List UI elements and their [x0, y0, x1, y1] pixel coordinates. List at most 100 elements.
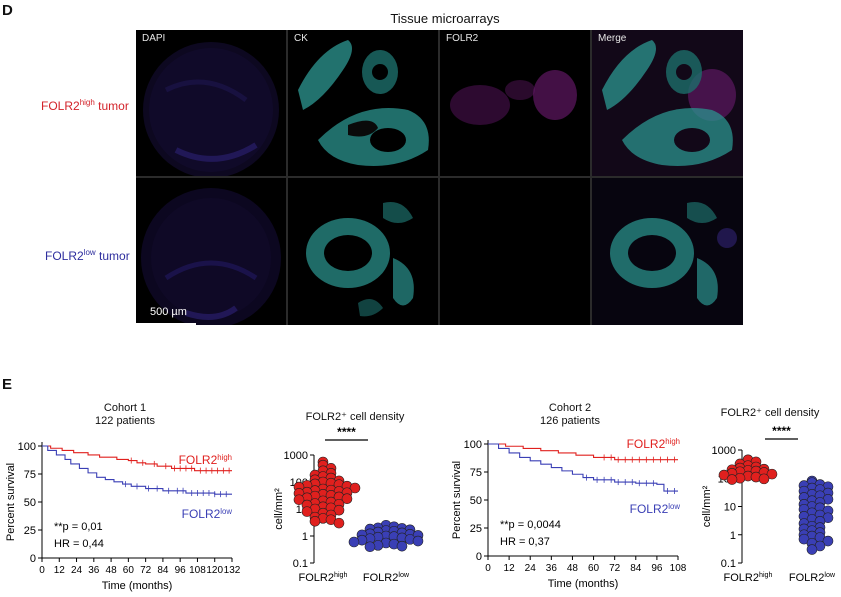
legend-high: FOLR2high [179, 453, 232, 467]
scale-bar-label: 500 µm [150, 306, 187, 318]
y-tick-label: 75 [24, 469, 36, 481]
category-label-0-main: FOLR2 [724, 572, 759, 584]
cohort1-title: Cohort 1 [103, 402, 147, 414]
tile-high-merge: Merge [592, 30, 743, 176]
legend-high-sup: high [665, 437, 680, 446]
x-tick-label: 120 [206, 565, 223, 576]
km-plot-cohort1: 0 25 50 75 100 0 12 24 36 48 60 72 84 96 108 120 132 Time… [5, 441, 241, 592]
x-axis-label: Time (months) [548, 578, 619, 590]
y-tick-label: 100 [18, 441, 36, 453]
annotation-0: **p = 0,01 [54, 521, 103, 533]
annotation-0: **p = 0,0044 [500, 519, 561, 531]
category-label-1-sup: low [398, 571, 410, 579]
tile-low-folr2 [440, 178, 590, 325]
x-tick-label: 108 [189, 565, 206, 576]
dapi-low-texture [141, 188, 281, 325]
y-axis-label: Percent survival [451, 461, 463, 539]
panel-d-letter: D [2, 2, 13, 19]
y-tick-label: 50 [470, 495, 482, 507]
x-tick-label: 36 [88, 565, 100, 576]
legend-high-main: FOLR2 [179, 453, 218, 467]
legend-high-main: FOLR2 [627, 437, 666, 451]
km-plot-cohort2: 0 25 50 75 100 0 12 24 36 48 60 72 84 96 108 Time (mont… [451, 437, 687, 590]
channel-label-ck: CK [294, 33, 308, 44]
x-tick-label: 36 [546, 563, 558, 574]
dot-high [349, 482, 361, 494]
x-tick-label: 60 [123, 565, 135, 576]
y-axis-label: cell/mm² [701, 485, 713, 527]
annotation-1: HR = 0,37 [500, 536, 550, 548]
dot-high [301, 506, 313, 517]
merge-low-texture [592, 178, 743, 325]
y-axis-label: Percent survival [5, 463, 17, 541]
ck-high-texture [298, 40, 429, 166]
legend-low: FOLR2low [630, 502, 681, 516]
y-tick-label: 0.1 [721, 558, 736, 570]
x-tick-label: 12 [504, 563, 516, 574]
category-label-0: FOLR2high [299, 571, 348, 584]
ck-low-texture [306, 202, 414, 317]
x-tick-label: 12 [54, 565, 66, 576]
density1-title: FOLR2⁺ cell density [305, 411, 405, 423]
x-axis-label: Time (months) [102, 580, 173, 592]
legend-low-sup: low [668, 502, 680, 511]
dot-high [333, 504, 345, 516]
x-tick-label: 24 [71, 565, 83, 576]
category-label-0-sup: high [759, 571, 773, 579]
dot-high [293, 494, 305, 506]
annotation-1: HR = 0,44 [54, 538, 104, 550]
legend-low: FOLR2low [182, 507, 233, 521]
tile-high-ck: CK [288, 30, 438, 176]
panel-d-title: Tissue microarrays [390, 11, 500, 26]
y-tick-label: 0.1 [293, 558, 308, 570]
dot-high [341, 493, 353, 505]
dot-low [822, 535, 834, 547]
density-plot-cohort1: 0.11101001000cell/mm²FOLR2highFOLR2low**… [273, 425, 424, 584]
y-tick-label: 1000 [284, 450, 308, 462]
legend-low-sup: low [220, 507, 232, 516]
legend-high-sup: high [217, 453, 232, 462]
tile-high-folr2: FOLR2 [440, 30, 590, 176]
x-tick-label: 132 [224, 565, 241, 576]
channel-label-merge: Merge [598, 33, 627, 44]
dot-low [412, 535, 424, 547]
merge-high-texture [592, 30, 743, 176]
legend-low-main: FOLR2 [182, 507, 221, 521]
dapi-high-texture [143, 42, 279, 176]
dot-low [806, 544, 818, 555]
y-tick-label: 0 [30, 553, 36, 565]
x-tick-label: 60 [588, 563, 600, 574]
y-tick-label: 50 [24, 497, 36, 509]
dot-low [364, 541, 376, 553]
microarray-grid: DAPI CK FOLR2 Merge [136, 30, 743, 325]
tile-low-ck [288, 178, 438, 325]
x-tick-label: 84 [157, 565, 169, 576]
dot-high [309, 516, 321, 527]
panel-e-letter: E [2, 376, 13, 393]
dot-high [333, 517, 345, 529]
folr2-high-texture [450, 70, 577, 125]
scale-bar [136, 323, 196, 325]
row-label-high: FOLR2high tumor [41, 98, 129, 113]
legend-high: FOLR2high [627, 437, 680, 451]
density-plot-cohort2: 0.11101001000cell/mm²FOLR2highFOLR2low**… [701, 425, 836, 584]
row-label-low: FOLR2low tumor [45, 248, 130, 263]
x-tick-label: 48 [567, 563, 579, 574]
tile-high-dapi: DAPI [136, 30, 286, 176]
cohort2-title: Cohort 2 [548, 402, 592, 414]
category-label-1: FOLR2low [363, 571, 410, 584]
x-tick-label: 0 [39, 565, 45, 576]
density2-title: FOLR2⁺ cell density [720, 407, 820, 419]
x-tick-label: 72 [609, 563, 621, 574]
x-tick-label: 0 [485, 563, 491, 574]
category-label-0: FOLR2high [724, 571, 773, 584]
x-tick-label: 96 [651, 563, 663, 574]
dot-high [766, 468, 778, 480]
km-line-low [42, 445, 232, 495]
km-line-low [488, 443, 678, 492]
y-tick-label: 25 [24, 525, 36, 537]
channel-label-dapi: DAPI [142, 33, 166, 44]
y-tick-label: 1 [302, 531, 308, 543]
dot-low [348, 536, 360, 548]
x-tick-label: 24 [525, 563, 537, 574]
